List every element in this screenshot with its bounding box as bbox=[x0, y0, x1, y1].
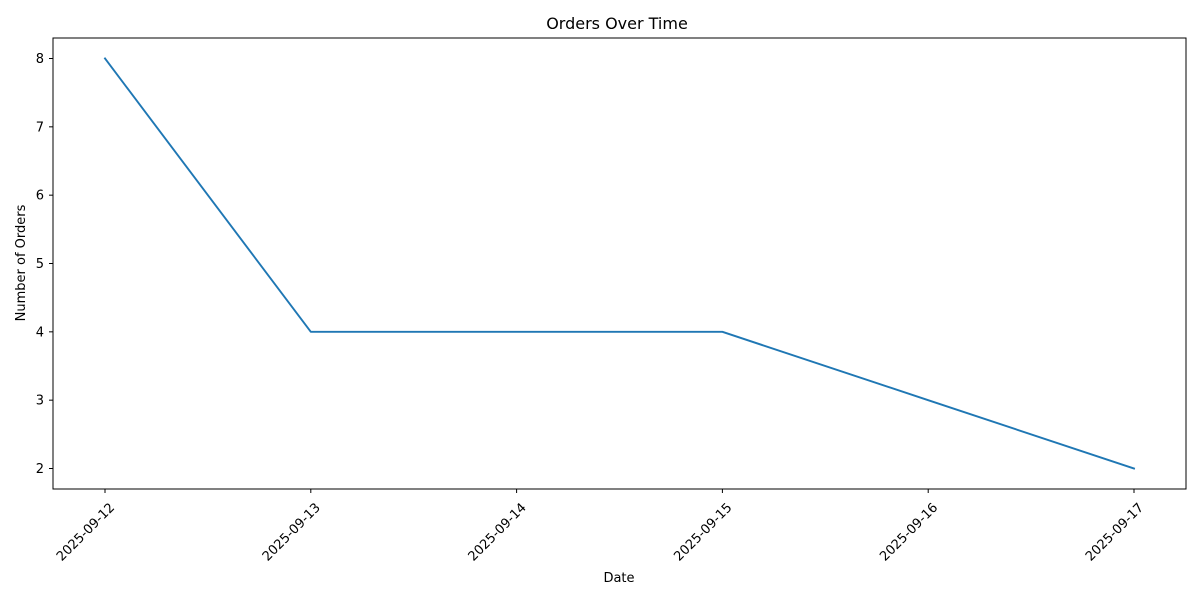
y-tick-label: 3 bbox=[36, 394, 44, 409]
y-tick-label: 8 bbox=[36, 52, 44, 67]
y-axis-label: Number of Orders bbox=[14, 204, 29, 321]
y-tick-label: 2 bbox=[36, 462, 44, 477]
y-tick-label: 6 bbox=[36, 189, 44, 204]
chart-title: Orders Over Time bbox=[546, 14, 688, 33]
y-axis-ticks: 2 3 4 5 6 7 8 bbox=[36, 52, 53, 477]
y-tick-label: 5 bbox=[36, 257, 44, 272]
plot-frame bbox=[52, 37, 1187, 490]
x-axis-label: Date bbox=[603, 571, 634, 586]
plot-background bbox=[53, 38, 1186, 489]
y-tick-label: 7 bbox=[36, 120, 44, 135]
series-line bbox=[103, 57, 1136, 470]
y-tick-label: 4 bbox=[36, 325, 44, 340]
